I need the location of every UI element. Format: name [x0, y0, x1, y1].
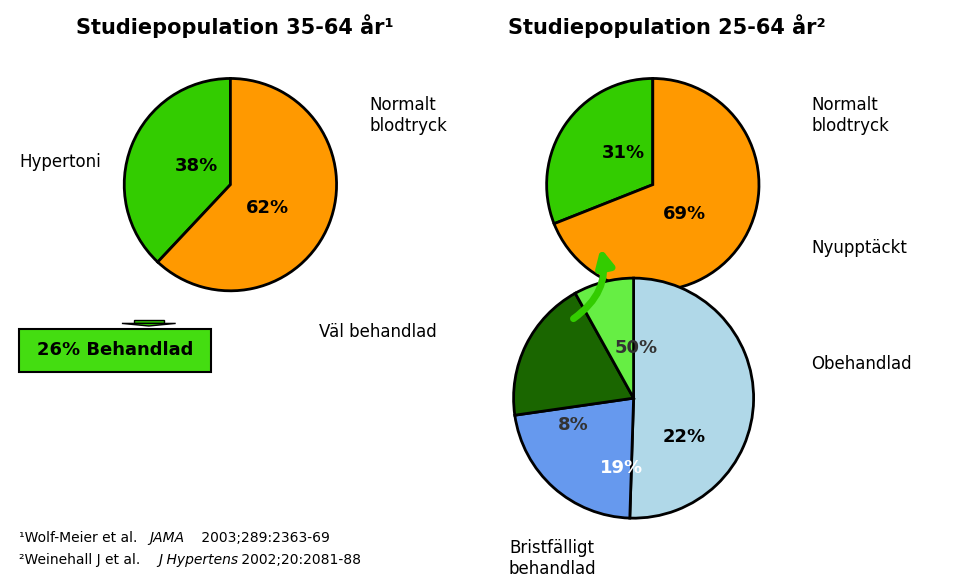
Wedge shape [554, 78, 759, 291]
Wedge shape [515, 398, 634, 518]
Wedge shape [546, 78, 653, 224]
Wedge shape [514, 293, 634, 415]
Text: Normalt
blodtryck: Normalt blodtryck [811, 96, 889, 135]
Text: 19%: 19% [600, 459, 643, 477]
Text: J Hypertens: J Hypertens [158, 553, 238, 567]
Text: Hypertoni: Hypertoni [19, 152, 101, 171]
Text: 2002;20:2081-88: 2002;20:2081-88 [237, 553, 361, 567]
Text: 62%: 62% [246, 199, 289, 217]
Text: ¹Wolf-Meier et al.: ¹Wolf-Meier et al. [19, 531, 142, 545]
Wedge shape [575, 278, 634, 398]
Text: Nyupptäckt: Nyupptäckt [811, 239, 907, 257]
Text: ²Weinehall J et al.: ²Weinehall J et al. [19, 553, 145, 567]
Text: 2003;289:2363-69: 2003;289:2363-69 [197, 531, 329, 545]
Text: 26% Behandlad: 26% Behandlad [37, 341, 193, 359]
Text: Normalt
blodtryck: Normalt blodtryck [370, 96, 447, 135]
Text: Studiepopulation 25-64 år²: Studiepopulation 25-64 år² [509, 14, 826, 38]
Wedge shape [157, 78, 337, 291]
Text: 8%: 8% [558, 415, 589, 433]
Text: JAMA: JAMA [149, 531, 184, 545]
Text: 50%: 50% [614, 339, 658, 357]
Text: 38%: 38% [175, 156, 218, 174]
Wedge shape [630, 278, 754, 518]
Text: Studiepopulation 35-64 år¹: Studiepopulation 35-64 år¹ [77, 14, 394, 38]
Wedge shape [124, 78, 230, 262]
Text: Väl behandlad: Väl behandlad [319, 323, 437, 341]
Text: 22%: 22% [662, 428, 706, 445]
Text: Bristfälligt
behandlad: Bristfälligt behandlad [508, 539, 596, 577]
Text: Obehandlad: Obehandlad [811, 354, 912, 373]
Text: 69%: 69% [663, 205, 707, 223]
Text: 31%: 31% [602, 144, 644, 162]
